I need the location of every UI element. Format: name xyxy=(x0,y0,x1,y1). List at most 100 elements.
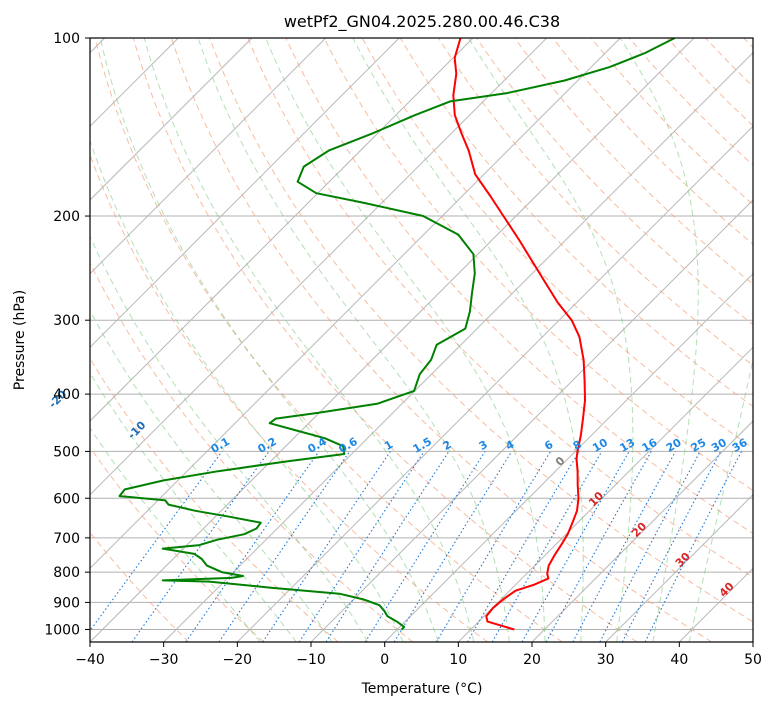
adiabat-label: 10 xyxy=(586,489,606,509)
x-tick-label: 50 xyxy=(744,652,762,668)
mixing-ratio-line xyxy=(435,451,552,642)
mixing-ratio-line xyxy=(545,451,652,642)
mixing-ratio-line xyxy=(393,451,513,642)
mixing-ratio-line xyxy=(325,451,450,642)
x-tick-label: 10 xyxy=(449,652,467,668)
mixing-ratio-line xyxy=(131,451,270,642)
mixing-ratio-label: 0.1 xyxy=(209,435,232,456)
mixing-ratio-line xyxy=(364,451,486,642)
moist-adiabat xyxy=(90,235,369,642)
dry-adiabat xyxy=(437,38,753,366)
y-tick-label: 600 xyxy=(53,491,80,507)
isotherm-gridline xyxy=(384,272,753,642)
isotherm-gridline xyxy=(163,51,753,642)
isotherm-gridline xyxy=(90,38,400,349)
x-tick-label: −40 xyxy=(75,652,105,668)
y-tick-label: 1000 xyxy=(44,622,80,638)
dry-adiabat xyxy=(132,38,638,642)
isotherm-gridline xyxy=(90,38,621,570)
dry-adiabat xyxy=(90,357,339,642)
dry-adiabat xyxy=(94,38,563,642)
y-tick-label: 500 xyxy=(53,444,80,460)
mixing-ratio-line xyxy=(621,451,722,642)
moist-adiabat xyxy=(90,372,297,642)
mixing-ratio-line xyxy=(572,451,676,642)
mixing-ratio-line xyxy=(185,451,320,642)
y-axis-label: Pressure (hPa) xyxy=(12,290,28,390)
moist-adiabat xyxy=(90,309,333,642)
y-tick-label: 300 xyxy=(53,313,80,329)
mixing-ratio-line xyxy=(599,451,701,642)
adiabat-label: 30 xyxy=(673,550,693,570)
temperature-profile xyxy=(452,38,586,631)
adiabat-label: 20 xyxy=(629,520,649,540)
adiabat-label: -10 xyxy=(125,418,148,441)
mixing-ratio-label: 20 xyxy=(664,436,684,455)
isotherm-gridline xyxy=(236,125,753,642)
mixing-ratio-line xyxy=(298,451,425,642)
moist-adiabat xyxy=(143,38,475,642)
isotherm-gridline xyxy=(90,38,548,496)
y-tick-label: 200 xyxy=(53,209,80,225)
dry-adiabat xyxy=(514,38,753,285)
x-tick-label: 20 xyxy=(523,652,541,668)
y-tick-label: 800 xyxy=(53,565,80,581)
moist-adiabat xyxy=(265,38,546,642)
mixing-ratio-label: 30 xyxy=(709,436,729,455)
plot-frame xyxy=(89,37,754,643)
dry-adiabat xyxy=(552,38,753,245)
x-tick-label: −10 xyxy=(296,652,326,668)
isotherm-gridline xyxy=(457,346,753,642)
moist-adiabat xyxy=(90,427,261,642)
dry-adiabat xyxy=(90,153,488,642)
moist-adiabat xyxy=(468,38,634,642)
dry-adiabat xyxy=(285,38,753,535)
y-tick-label: 400 xyxy=(53,387,80,403)
mixing-ratio-line xyxy=(644,451,742,642)
isotherm-gridline xyxy=(678,567,753,642)
dry-adiabat xyxy=(90,446,264,642)
isotherm-gridline xyxy=(90,38,695,642)
dewpoint-profile xyxy=(118,38,676,631)
dry-adiabat xyxy=(705,38,753,88)
mixing-ratio-label: 25 xyxy=(689,436,709,455)
mixing-ratio-label: 1.5 xyxy=(411,435,434,456)
dry-adiabat xyxy=(90,261,414,642)
x-tick-label: −20 xyxy=(223,652,253,668)
mixing-ratio-label: 3 xyxy=(477,438,490,453)
dry-adiabat xyxy=(209,38,753,623)
mixing-ratio-label: 1 xyxy=(382,438,395,453)
x-tick-label: 30 xyxy=(597,652,615,668)
dry-adiabat xyxy=(476,38,753,326)
y-tick-label: 900 xyxy=(53,595,80,611)
mixing-ratio-label: 6 xyxy=(542,438,555,453)
dry-adiabat xyxy=(743,38,753,49)
dry-adiabat xyxy=(90,531,190,642)
moist-adiabat xyxy=(688,356,753,642)
mixing-ratio-line xyxy=(218,451,351,642)
y-tick-label: 100 xyxy=(53,31,80,47)
x-tick-label: −30 xyxy=(149,652,179,668)
x-tick-label: 40 xyxy=(670,652,688,668)
isotherm-gridline xyxy=(310,199,753,642)
moist-adiabat xyxy=(99,38,439,642)
chart-title: wetPf2_GN04.2025.280.00.46.C38 xyxy=(284,12,560,32)
isotherm-gridline xyxy=(531,420,753,642)
isotherm-gridline xyxy=(752,641,753,642)
isotherm-gridline xyxy=(605,493,753,642)
dry-adiabat xyxy=(170,38,712,642)
moist-adiabat xyxy=(90,139,404,642)
dry-adiabat xyxy=(247,38,753,578)
mixing-ratio-line xyxy=(521,451,630,642)
adiabat-label: 40 xyxy=(717,579,737,599)
mixing-ratio-line xyxy=(90,451,223,632)
isotherm-gridline xyxy=(90,38,474,422)
mixing-ratio-label: 16 xyxy=(640,436,660,455)
y-tick-label: 700 xyxy=(53,531,80,547)
mixing-ratio-label: 0.6 xyxy=(336,435,360,456)
mixing-ratio-label: 10 xyxy=(590,436,610,455)
x-tick-label: 0 xyxy=(380,652,389,668)
moist-adiabat xyxy=(619,38,699,642)
isotherm-gridline xyxy=(90,38,253,201)
